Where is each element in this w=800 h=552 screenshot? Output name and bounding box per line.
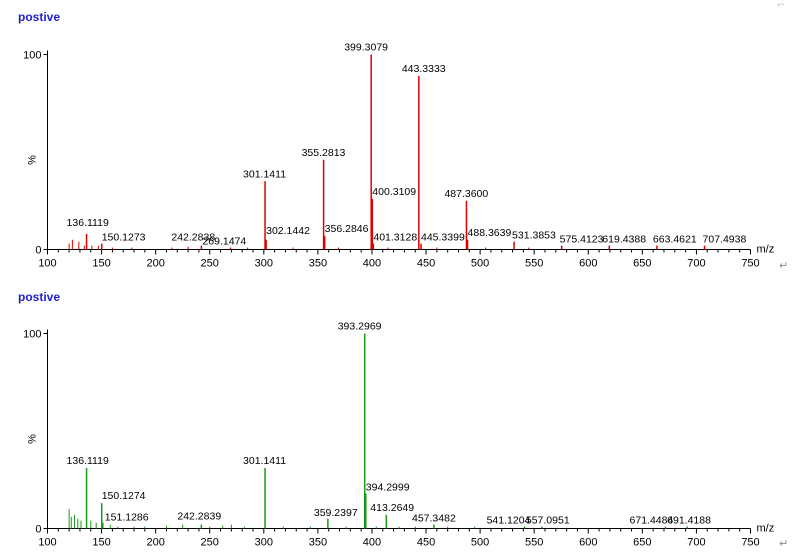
peak-label: 394.2999 [366, 481, 410, 493]
peak-label: 150.1274 [102, 490, 146, 502]
x-axis-label: m/z [757, 523, 775, 535]
peak-label: 691.4188 [667, 515, 711, 527]
x-tick-label: 100 [38, 537, 56, 549]
peak-label: 619.4388 [602, 234, 646, 246]
peak-label: 413.2649 [370, 502, 414, 514]
y-tick-label: 0 [35, 245, 41, 257]
peak-label: 488.3639 [468, 227, 512, 239]
peak-label: 242.2839 [177, 511, 221, 523]
x-tick-label: 450 [417, 258, 435, 270]
return-mark-icon: ↵ [779, 259, 789, 272]
x-tick-label: 200 [146, 537, 164, 549]
x-tick-label: 400 [363, 537, 381, 549]
peak-label: 151.1286 [105, 512, 149, 524]
x-tick-label: 650 [633, 258, 651, 270]
x-tick-label: 550 [525, 537, 543, 549]
corner-mark: ⌐ [777, 0, 786, 11]
peak-label: 359.2397 [314, 507, 358, 519]
peak-label: 355.2813 [302, 147, 346, 159]
peak-label: 541.1204 [487, 515, 531, 527]
chart-title-bottom: postive [18, 290, 61, 304]
peak-label: 269.1474 [202, 236, 246, 248]
x-tick-label: 600 [579, 258, 597, 270]
peak-label: 136.1119 [67, 455, 109, 467]
peak-label: 301.1411 [243, 168, 286, 180]
peak-label: 400.3109 [372, 186, 416, 198]
x-tick-label: 500 [471, 258, 489, 270]
y-tick-label: 100 [23, 329, 41, 341]
x-tick-label: 350 [309, 258, 327, 270]
peak-label: 356.2846 [325, 223, 369, 235]
peak-label: 557.0951 [526, 515, 570, 527]
y-axis-label: % [27, 434, 39, 444]
y-axis-label: % [27, 155, 39, 165]
x-tick-label: 150 [92, 537, 110, 549]
return-mark-icon: ↵ [779, 537, 789, 550]
x-tick-label: 750 [741, 258, 759, 270]
peak-label: 707.4938 [703, 234, 747, 246]
peak-label: 575.4123 [560, 234, 604, 246]
peak-label: 671.4484 [630, 515, 674, 527]
peak-label: 242.2838 [171, 232, 215, 244]
x-tick-label: 250 [201, 537, 219, 549]
peak-label: 150.1273 [102, 232, 146, 244]
peak-label: 302.1442 [266, 225, 310, 237]
peak-label: 401.3128 [373, 232, 417, 244]
x-tick-label: 750 [741, 537, 759, 549]
y-tick-label: 100 [23, 50, 41, 62]
peak-label: 457.3482 [412, 513, 456, 525]
x-tick-label: 700 [687, 537, 705, 549]
x-axis-label: m/z [757, 244, 775, 256]
x-tick-label: 550 [525, 258, 543, 270]
x-tick-label: 700 [687, 258, 705, 270]
x-tick-label: 350 [309, 537, 327, 549]
x-tick-label: 100 [38, 258, 56, 270]
chart-title-top: postive [18, 10, 61, 24]
peak-label: 393.2969 [338, 321, 382, 333]
x-tick-label: 600 [579, 537, 597, 549]
x-tick-label: 650 [633, 537, 651, 549]
x-tick-label: 500 [471, 537, 489, 549]
peak-label: 399.3079 [344, 42, 388, 54]
x-tick-label: 300 [255, 258, 273, 270]
peak-label: 136.1119 [67, 217, 109, 229]
x-tick-label: 450 [417, 537, 435, 549]
x-tick-label: 400 [363, 258, 381, 270]
x-tick-label: 300 [255, 537, 273, 549]
x-tick-label: 150 [92, 258, 110, 270]
x-tick-label: 200 [146, 258, 164, 270]
peak-label: 531.3853 [512, 230, 556, 242]
y-tick-label: 0 [35, 524, 41, 536]
x-tick-label: 250 [201, 258, 219, 270]
peak-label: 443.3333 [402, 63, 446, 75]
peak-label: 487.3600 [444, 188, 488, 200]
peak-label: 301.1411 [243, 455, 286, 467]
peak-label: 663.4621 [653, 234, 697, 246]
peak-label: 445.3399 [421, 232, 465, 244]
